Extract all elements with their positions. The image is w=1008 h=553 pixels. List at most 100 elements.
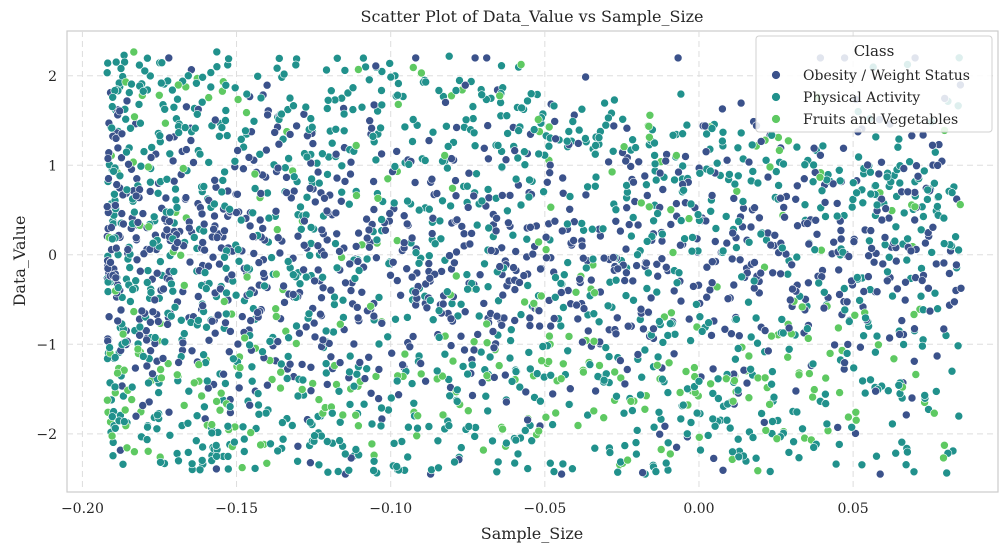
scatter-point <box>830 340 839 350</box>
scatter-point <box>930 288 940 298</box>
scatter-point <box>422 303 432 313</box>
scatter-point <box>579 304 589 313</box>
scatter-point <box>545 160 555 170</box>
scatter-point <box>131 191 141 201</box>
scatter-point <box>803 219 812 228</box>
scatter-point <box>140 66 150 76</box>
scatter-point <box>686 199 696 209</box>
scatter-point <box>661 458 671 468</box>
scatter-point <box>282 188 291 197</box>
scatter-point <box>515 278 524 287</box>
scatter-point <box>706 166 715 176</box>
scatter-point <box>522 234 532 244</box>
scatter-point <box>784 344 794 354</box>
scatter-point <box>403 452 413 462</box>
scatter-point <box>221 318 230 328</box>
scatter-point <box>651 175 661 185</box>
scatter-point <box>122 443 132 453</box>
scatter-point <box>838 247 848 257</box>
scatter-point <box>256 440 265 450</box>
scatter-point <box>167 279 176 289</box>
scatter-point <box>909 356 919 366</box>
scatter-point <box>542 253 551 263</box>
scatter-point <box>708 364 718 374</box>
scatter-point <box>152 424 162 434</box>
scatter-point <box>851 407 861 417</box>
scatter-point <box>792 142 802 152</box>
scatter-point <box>784 323 794 333</box>
scatter-point <box>467 360 477 370</box>
x-axis-label: Sample_Size <box>481 524 583 543</box>
scatter-point <box>274 54 284 63</box>
scatter-point <box>725 170 734 179</box>
scatter-point <box>482 371 492 380</box>
scatter-point <box>433 436 443 446</box>
scatter-point <box>202 322 211 332</box>
scatter-point <box>489 343 499 353</box>
scatter-point <box>650 138 659 148</box>
scatter-point <box>102 68 112 77</box>
scatter-point <box>262 80 272 90</box>
scatter-point <box>718 246 728 256</box>
scatter-point <box>377 149 386 159</box>
scatter-point <box>336 197 346 206</box>
scatter-point <box>271 269 281 279</box>
scatter-point <box>246 428 255 437</box>
scatter-point <box>666 205 676 214</box>
scatter-point <box>219 369 228 379</box>
scatter-point <box>556 321 566 331</box>
scatter-point <box>720 324 730 334</box>
scatter-point <box>809 443 819 452</box>
scatter-point <box>359 53 368 63</box>
scatter-point <box>174 80 183 90</box>
scatter-point <box>352 191 361 200</box>
scatter-point <box>168 85 177 95</box>
scatter-point <box>335 358 345 367</box>
scatter-point <box>291 60 301 70</box>
scatter-point <box>307 174 316 184</box>
scatter-point <box>631 143 640 152</box>
scatter-point <box>919 212 928 221</box>
scatter-point <box>558 173 568 183</box>
scatter-point <box>497 162 507 172</box>
scatter-point <box>144 397 154 407</box>
scatter-point <box>708 414 718 424</box>
scatter-point <box>791 195 801 204</box>
scatter-point <box>626 162 636 171</box>
scatter-point <box>753 373 763 383</box>
scatter-point <box>446 341 456 350</box>
scatter-point <box>209 224 218 234</box>
scatter-point <box>467 229 476 238</box>
scatter-point <box>738 197 748 206</box>
scatter-point <box>253 72 263 81</box>
scatter-point <box>353 257 363 266</box>
scatter-point <box>631 438 641 447</box>
scatter-point <box>860 388 870 398</box>
scatter-point <box>246 316 255 325</box>
scatter-point <box>509 263 518 272</box>
scatter-point <box>210 199 219 209</box>
scatter-point <box>933 202 942 211</box>
scatter-point <box>517 103 526 113</box>
scatter-point <box>668 131 678 140</box>
scatter-point <box>858 376 867 386</box>
scatter-point <box>713 374 723 384</box>
scatter-point <box>354 421 363 431</box>
scatter-point <box>432 189 442 198</box>
scatter-point <box>144 378 153 388</box>
scatter-point <box>556 279 566 288</box>
scatter-point <box>854 152 863 162</box>
scatter-point <box>318 149 327 158</box>
scatter-point <box>102 202 112 211</box>
scatter-point <box>345 259 355 269</box>
scatter-point <box>579 367 588 377</box>
scatter-point <box>182 102 191 112</box>
scatter-point <box>644 122 654 131</box>
scatter-point <box>872 287 882 297</box>
scatter-point <box>108 234 117 244</box>
scatter-point <box>304 309 314 319</box>
scatter-point <box>376 123 385 133</box>
scatter-point <box>639 324 648 334</box>
scatter-point <box>202 284 211 293</box>
scatter-point <box>661 262 671 272</box>
